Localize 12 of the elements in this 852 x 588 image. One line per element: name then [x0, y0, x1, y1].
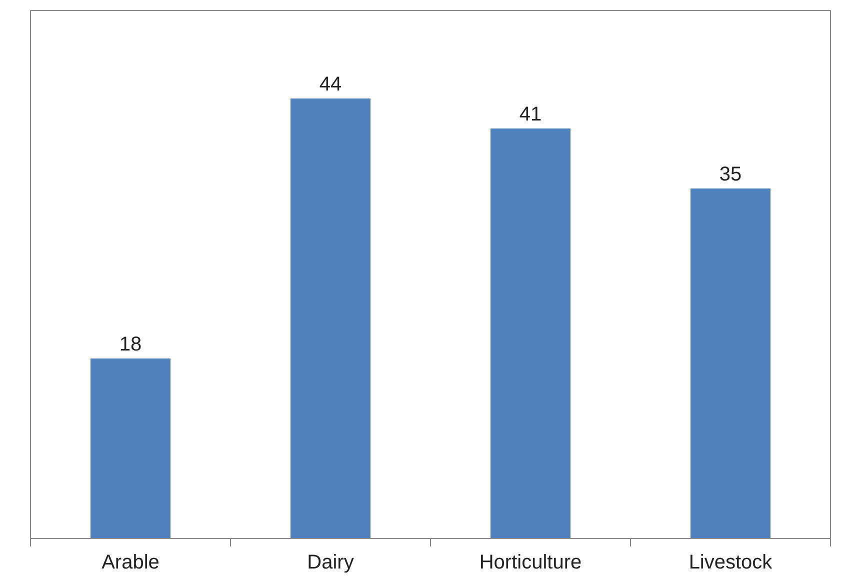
- x-tick-label: Livestock: [688, 552, 774, 574]
- x-tick-label: Arable: [102, 552, 160, 574]
- bar: [690, 188, 770, 538]
- data-label: 44: [319, 74, 342, 96]
- data-label: 18: [119, 334, 142, 356]
- data-label: 41: [519, 104, 542, 126]
- bar: [490, 128, 570, 538]
- bar: [290, 98, 370, 538]
- bar: [90, 358, 170, 538]
- x-tick-label: Dairy: [307, 552, 354, 574]
- data-label: 35: [719, 164, 742, 186]
- x-tick-label: Horticulture: [479, 552, 582, 574]
